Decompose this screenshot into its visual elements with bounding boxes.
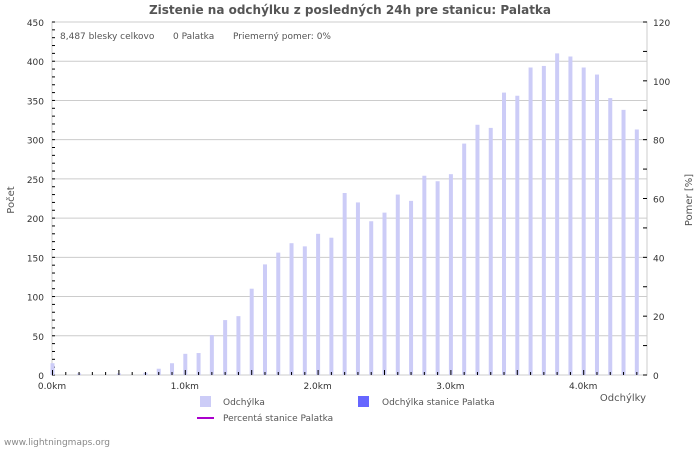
- y-left-tick-label: 100: [27, 294, 44, 304]
- bar: [448, 174, 453, 375]
- bar: [50, 363, 55, 375]
- bar: [395, 194, 400, 375]
- bar: [541, 65, 546, 375]
- bar: [581, 67, 586, 376]
- y-left-tick-label: 300: [27, 137, 44, 147]
- y-right-tick-label: 0: [653, 372, 659, 382]
- legend-label-station: Odchýlka stanice Palatka: [382, 398, 495, 408]
- bar: [249, 288, 254, 375]
- y-left-tick-label: 250: [27, 176, 44, 186]
- bar: [276, 252, 281, 375]
- y-left-tick-label: 50: [33, 333, 45, 343]
- legend-swatch-station: [358, 396, 369, 407]
- footer-link[interactable]: www.lightningmaps.org: [4, 438, 110, 448]
- bar: [621, 109, 626, 375]
- bar: [488, 127, 493, 376]
- y-left-tick-label: 350: [27, 97, 44, 107]
- y-left-tick-label: 400: [27, 58, 44, 68]
- stats-station: 0 Palatka: [173, 32, 214, 42]
- y-left-axis-label: Počet: [5, 186, 17, 213]
- bar: [568, 56, 573, 375]
- y-right-tick-label: 20: [653, 313, 665, 323]
- bar: [262, 264, 267, 375]
- stats-total: 8,487 blesky celkovo: [60, 32, 155, 42]
- bar: [342, 193, 347, 375]
- bar: [223, 320, 228, 375]
- bar: [435, 181, 440, 375]
- bar: [475, 124, 480, 375]
- bar: [515, 95, 520, 375]
- y-right-tick-label: 120: [653, 19, 670, 29]
- y-left-tick-label: 0: [38, 372, 44, 382]
- bar: [528, 67, 533, 376]
- x-tick-label: 0.0km: [38, 382, 66, 392]
- x-tick-label: 4.0km: [569, 382, 597, 392]
- chart-title: Zistenie na odchýlku z posledných 24h pr…: [148, 3, 552, 17]
- bar: [355, 202, 360, 375]
- bar: [369, 221, 374, 375]
- y-right-tick-label: 40: [653, 254, 665, 264]
- x-tick-label: 1.0km: [171, 382, 199, 392]
- bar: [422, 175, 427, 375]
- y-right-tick-label: 60: [653, 196, 665, 206]
- y-right-axis-label: Pomer [%]: [684, 174, 695, 226]
- bar: [608, 98, 613, 375]
- bar: [183, 353, 188, 375]
- bar: [594, 74, 599, 376]
- legend-label-odchylka: Odchýlka: [223, 398, 265, 408]
- bar: [409, 200, 414, 375]
- bar: [502, 92, 507, 375]
- bar: [236, 316, 241, 375]
- legend-label-percent: Percentá stanice Palatka: [223, 414, 333, 424]
- bar: [170, 363, 175, 375]
- y-right-tick-label: 80: [653, 137, 665, 147]
- bar: [329, 237, 334, 375]
- bar: [196, 353, 201, 375]
- bar: [209, 334, 214, 375]
- x-axis-label: Odchýlky: [600, 392, 646, 404]
- bar: [634, 129, 639, 375]
- bar: [316, 233, 321, 375]
- x-tick-label: 3.0km: [436, 382, 464, 392]
- y-left-tick-label: 450: [27, 19, 44, 29]
- bar: [289, 243, 294, 375]
- bar: [555, 53, 560, 375]
- legend-swatch-odchylka: [200, 396, 211, 407]
- bar: [156, 368, 161, 375]
- x-tick-label: 2.0km: [303, 382, 331, 392]
- y-right-tick-label: 100: [653, 78, 670, 88]
- bar: [382, 212, 387, 375]
- y-left-tick-label: 150: [27, 254, 44, 264]
- bar: [462, 143, 467, 375]
- y-left-tick-label: 200: [27, 215, 44, 225]
- bar: [302, 246, 307, 375]
- stats-ratio: Priemerný pomer: 0%: [233, 32, 331, 42]
